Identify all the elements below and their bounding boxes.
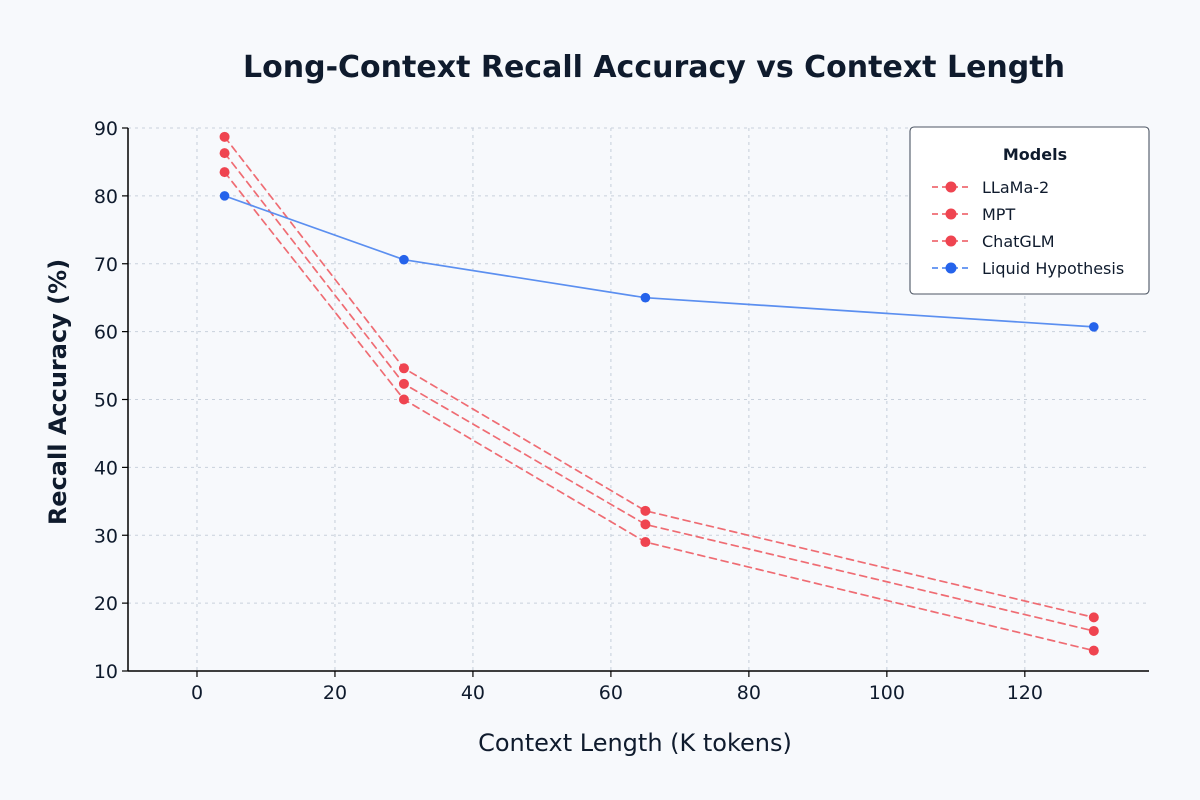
data-point-mpt [398, 378, 409, 389]
x-tick-label: 20 [323, 682, 347, 704]
data-point-chatglm [1088, 612, 1099, 623]
chart-title: Long-Context Recall Accuracy vs Context … [243, 50, 1065, 85]
x-tick-label: 80 [737, 682, 761, 704]
y-tick-label: 80 [94, 186, 118, 208]
legend-marker-mpt [945, 208, 957, 220]
series-line-mpt [223, 152, 1095, 632]
y-tick-label: 10 [94, 661, 118, 683]
data-point-liquid-hypothesis [219, 191, 230, 201]
series-line-llama-2 [223, 171, 1095, 652]
data-point-mpt [640, 519, 651, 530]
legend: Models LLaMa-2 MPT ChatGLM Liquid Hypothesis [909, 126, 1150, 295]
x-tick-label: 100 [869, 682, 905, 704]
data-point-liquid-hypothesis [640, 292, 651, 303]
data-point-chatglm [640, 505, 651, 516]
legend-marker-chatglm [945, 235, 957, 247]
legend-title: Models [1003, 145, 1067, 164]
data-point-liquid-hypothesis [1089, 322, 1099, 332]
y-tick-label: 30 [94, 525, 118, 547]
data-point-chatglm [219, 131, 230, 142]
x-tick-label: 120 [1007, 682, 1043, 704]
series-layer [219, 131, 1099, 656]
y-tick-label: 70 [94, 254, 118, 276]
legend-marker-llama-2 [945, 181, 957, 193]
data-point-llama-2 [398, 394, 409, 405]
series-line-liquid-hypothesis [223, 195, 1095, 328]
x-tick-label: 0 [191, 682, 203, 704]
y-axis-label: Recall Accuracy (%) [44, 259, 72, 525]
y-tick-label: 90 [94, 118, 118, 140]
data-point-llama-2 [640, 537, 651, 548]
legend-marker-liquid-hypothesis [945, 262, 957, 274]
data-point-mpt [1088, 625, 1099, 636]
data-point-mpt [219, 148, 230, 159]
y-tick-label: 50 [94, 390, 118, 412]
legend-item-liquid-hypothesis: Liquid Hypothesis [982, 259, 1124, 278]
x-axis-label: Context Length (K tokens) [478, 729, 792, 757]
y-tick-label: 40 [94, 457, 118, 479]
data-point-llama-2 [219, 167, 230, 178]
legend-item-llama-2: LLaMa-2 [982, 178, 1049, 197]
data-point-llama-2 [1088, 645, 1099, 656]
legend-box [909, 126, 1150, 295]
y-tick-label: 20 [94, 593, 118, 615]
series-line-chatglm [223, 135, 1095, 619]
data-point-chatglm [398, 363, 409, 374]
x-tick-label: 40 [461, 682, 485, 704]
ticks: 0 20 40 60 80 100 120 10 20 30 40 50 60 70 80 90 [94, 118, 1043, 704]
y-tick-label: 60 [94, 322, 118, 344]
legend-item-mpt: MPT [982, 205, 1015, 224]
data-point-liquid-hypothesis [399, 254, 409, 265]
legend-item-chatglm: ChatGLM [982, 232, 1055, 251]
x-tick-label: 60 [599, 682, 623, 704]
